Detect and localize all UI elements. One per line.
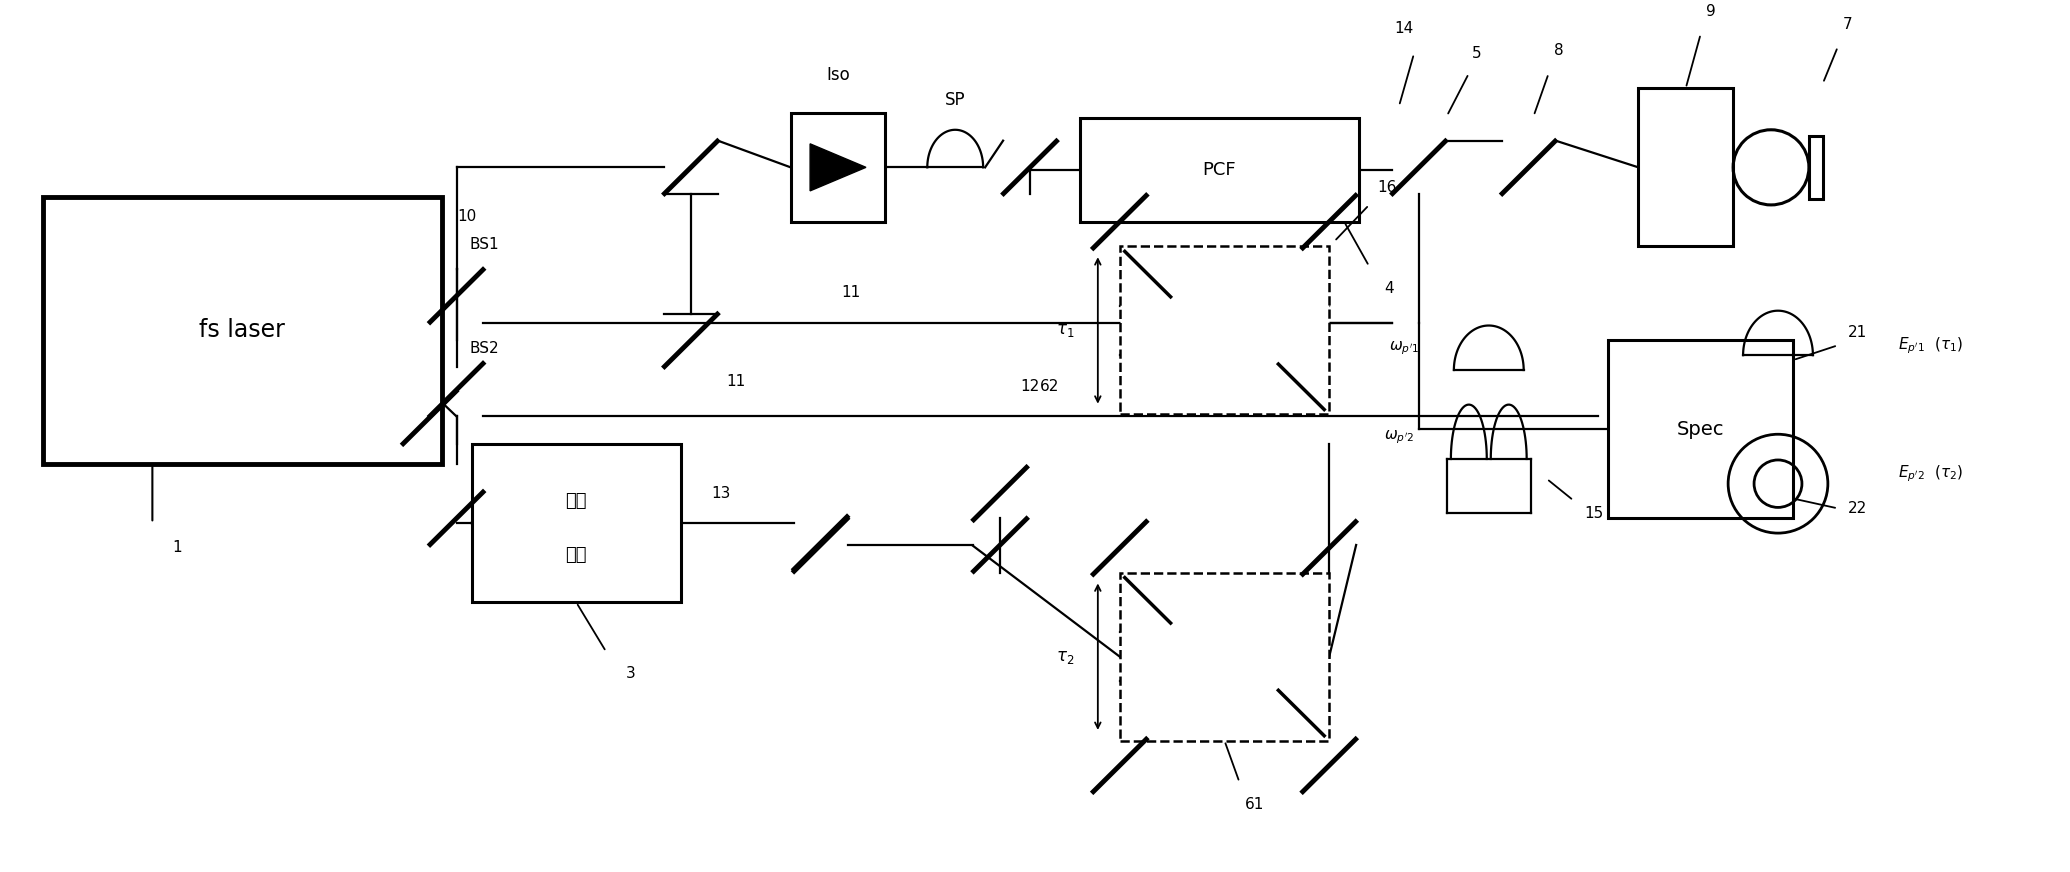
Text: $\omega_{p'1}$: $\omega_{p'1}$ <box>1389 339 1420 357</box>
Text: 5: 5 <box>1472 46 1482 61</box>
Bar <box>791 113 886 221</box>
Text: 7: 7 <box>1842 17 1853 31</box>
Text: 晶体: 晶体 <box>565 546 588 564</box>
Text: 22: 22 <box>1849 501 1867 516</box>
Bar <box>1120 247 1329 414</box>
Text: fs laser: fs laser <box>199 318 286 343</box>
Bar <box>472 444 681 603</box>
Text: 21: 21 <box>1849 325 1867 340</box>
Text: 62: 62 <box>1041 379 1060 394</box>
Text: Iso: Iso <box>826 66 851 85</box>
Text: 61: 61 <box>1244 798 1265 813</box>
Text: $E_{p'1}$  ($\tau_1$): $E_{p'1}$ ($\tau_1$) <box>1898 335 1962 356</box>
Text: $\tau_1$: $\tau_1$ <box>1056 322 1074 339</box>
Text: 1: 1 <box>172 541 182 555</box>
Text: SP: SP <box>944 91 965 109</box>
Text: PCF: PCF <box>1203 160 1236 179</box>
Text: 12: 12 <box>1021 379 1039 394</box>
Text: 10: 10 <box>457 209 476 224</box>
Text: 11: 11 <box>840 285 861 300</box>
Bar <box>43 197 441 464</box>
Text: 15: 15 <box>1584 506 1602 521</box>
Text: $E_{p'2}$  ($\tau_2$): $E_{p'2}$ ($\tau_2$) <box>1898 464 1962 484</box>
Bar <box>1809 136 1824 199</box>
Text: 3: 3 <box>627 666 635 681</box>
Bar <box>1637 88 1733 247</box>
Text: 13: 13 <box>712 486 731 501</box>
Text: BS2: BS2 <box>470 341 499 356</box>
Text: 14: 14 <box>1395 22 1414 37</box>
Text: 16: 16 <box>1377 180 1397 194</box>
Text: 4: 4 <box>1385 282 1393 296</box>
Text: 倍频: 倍频 <box>565 492 588 510</box>
Text: $\omega_{p'2}$: $\omega_{p'2}$ <box>1385 428 1414 446</box>
Text: Spec: Spec <box>1677 419 1724 439</box>
Bar <box>1081 118 1360 221</box>
Bar <box>1120 573 1329 740</box>
Polygon shape <box>809 144 865 191</box>
Text: 8: 8 <box>1555 44 1563 58</box>
Text: BS1: BS1 <box>470 237 499 252</box>
Text: 9: 9 <box>1706 3 1716 18</box>
Text: 11: 11 <box>727 374 745 390</box>
Text: $\tau_2$: $\tau_2$ <box>1056 648 1074 665</box>
Bar <box>1608 340 1793 518</box>
